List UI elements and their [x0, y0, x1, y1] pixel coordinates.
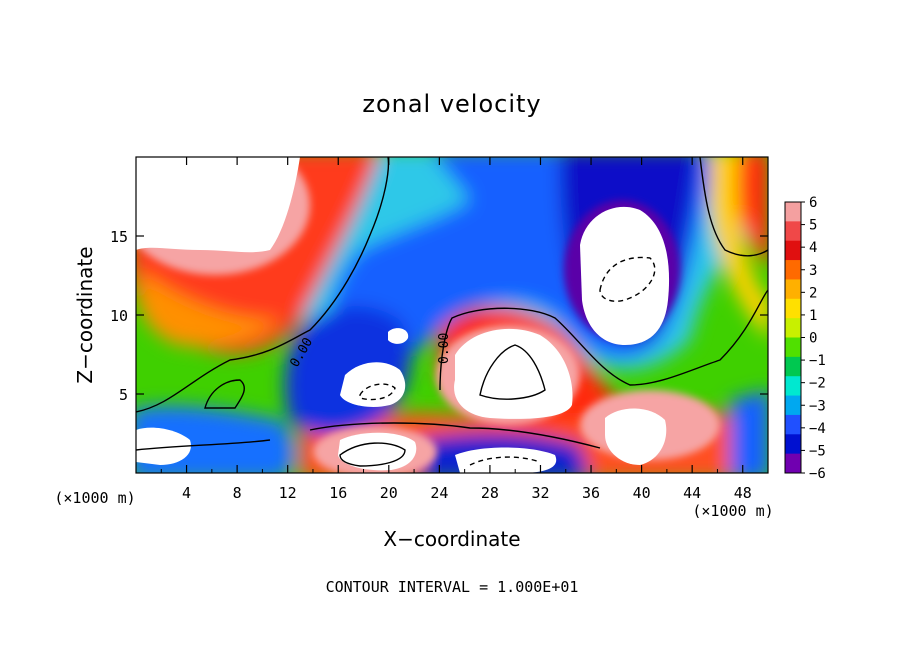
white-region-lower-mid	[455, 447, 557, 473]
x-tick-label: 32	[531, 484, 549, 502]
contour-inner-lower	[339, 442, 406, 467]
contour-lines	[136, 157, 768, 467]
colorbar-swatch	[785, 221, 801, 242]
x-tick-label: 40	[633, 484, 651, 502]
field-yellow-right	[710, 157, 768, 338]
contour-zero-main	[136, 157, 390, 413]
colorbar-label: −5	[809, 443, 826, 459]
white-region-upper-right	[580, 206, 670, 345]
contour-zero-lower	[309, 422, 601, 449]
colorbar-swatch	[785, 434, 801, 455]
colorbar-label: −6	[809, 466, 826, 482]
colorbar-label: −3	[809, 398, 826, 414]
colorbar-label: 3	[809, 263, 817, 279]
colorbar-swatch	[785, 279, 801, 300]
contour-inner-center	[479, 344, 546, 400]
colorbar-swatch	[785, 298, 801, 319]
colorbar-swatch	[785, 240, 801, 261]
colorbar-label: 6	[809, 195, 817, 211]
x-tick-label: 16	[329, 484, 347, 502]
colorbar-swatch	[785, 356, 801, 377]
x-axis-ticks: 4 8 12 16 20 24 28 32 36 40 44 48	[160, 157, 752, 502]
y-tick-label: 5	[119, 386, 128, 404]
colorbar-swatch	[785, 395, 801, 416]
x-tick-label: 8	[233, 484, 242, 502]
x-tick-label: 28	[481, 484, 499, 502]
colorbar-swatch	[785, 337, 801, 358]
colorbar-swatch	[785, 260, 801, 280]
y-tick-label: 10	[110, 307, 128, 325]
field-warm-right	[730, 157, 768, 268]
colorbar-swatch	[785, 414, 801, 435]
white-region-small	[388, 328, 409, 344]
colorbar-swatch	[785, 318, 801, 338]
x-tick-label: 24	[430, 484, 448, 502]
colorbar-label: −2	[809, 376, 826, 392]
contour-label-2: 0.00	[437, 333, 452, 364]
x-tick-label: 36	[582, 484, 600, 502]
y-tick-label: 15	[110, 228, 128, 246]
x-tick-label: 44	[683, 484, 701, 502]
colorbar-label: 5	[809, 218, 817, 234]
contour-zero-lower-left	[136, 439, 271, 451]
contour-dashed-left	[359, 383, 396, 401]
white-region-lower-right	[605, 408, 667, 465]
x-tick-label: 20	[380, 484, 398, 502]
heatmap-field	[136, 157, 768, 473]
contour-zero-left-loop	[204, 379, 245, 409]
white-region-lower-left	[338, 432, 417, 471]
z-unit-label: (×1000 m)	[54, 489, 135, 507]
colorbar-swatch	[785, 376, 801, 397]
colorbar-swatch	[785, 453, 801, 474]
field-orange-left	[140, 270, 280, 347]
colorbar-label: −4	[809, 421, 826, 437]
x-tick-label: 12	[279, 484, 297, 502]
colorbar-label: 1	[809, 308, 817, 324]
white-region-left-edge	[136, 427, 191, 465]
contour-interval-note: CONTOUR INTERVAL = 1.000E+01	[326, 578, 579, 596]
contour-zero-upper-right	[699, 157, 768, 257]
colorbar: 6 5 4 3 2 1 0 −1 −2 −3 −4 −5 −6	[784, 195, 826, 482]
y-axis-label: Z−coordinate	[73, 246, 97, 383]
white-region-upper-left	[136, 157, 300, 253]
field-cold-lower-right	[730, 390, 768, 473]
colorbar-label: 2	[809, 285, 817, 301]
y-axis-ticks: 5 10 15	[110, 228, 768, 404]
colorbar-label: 0	[809, 331, 817, 347]
colorbar-swatch	[785, 202, 801, 222]
contour-dashed-right	[599, 256, 656, 302]
chart-title: zonal velocity	[362, 90, 541, 118]
contour-dashed-lower	[469, 456, 541, 466]
x-axis-label: X−coordinate	[383, 527, 520, 551]
colorbar-label: 4	[809, 240, 817, 256]
x-tick-label: 48	[734, 484, 752, 502]
contour-zero-center	[439, 289, 768, 391]
x-unit-label: (×1000 m)	[692, 502, 773, 520]
colorbar-label: −1	[809, 353, 826, 369]
x-tick-label: 4	[182, 484, 191, 502]
